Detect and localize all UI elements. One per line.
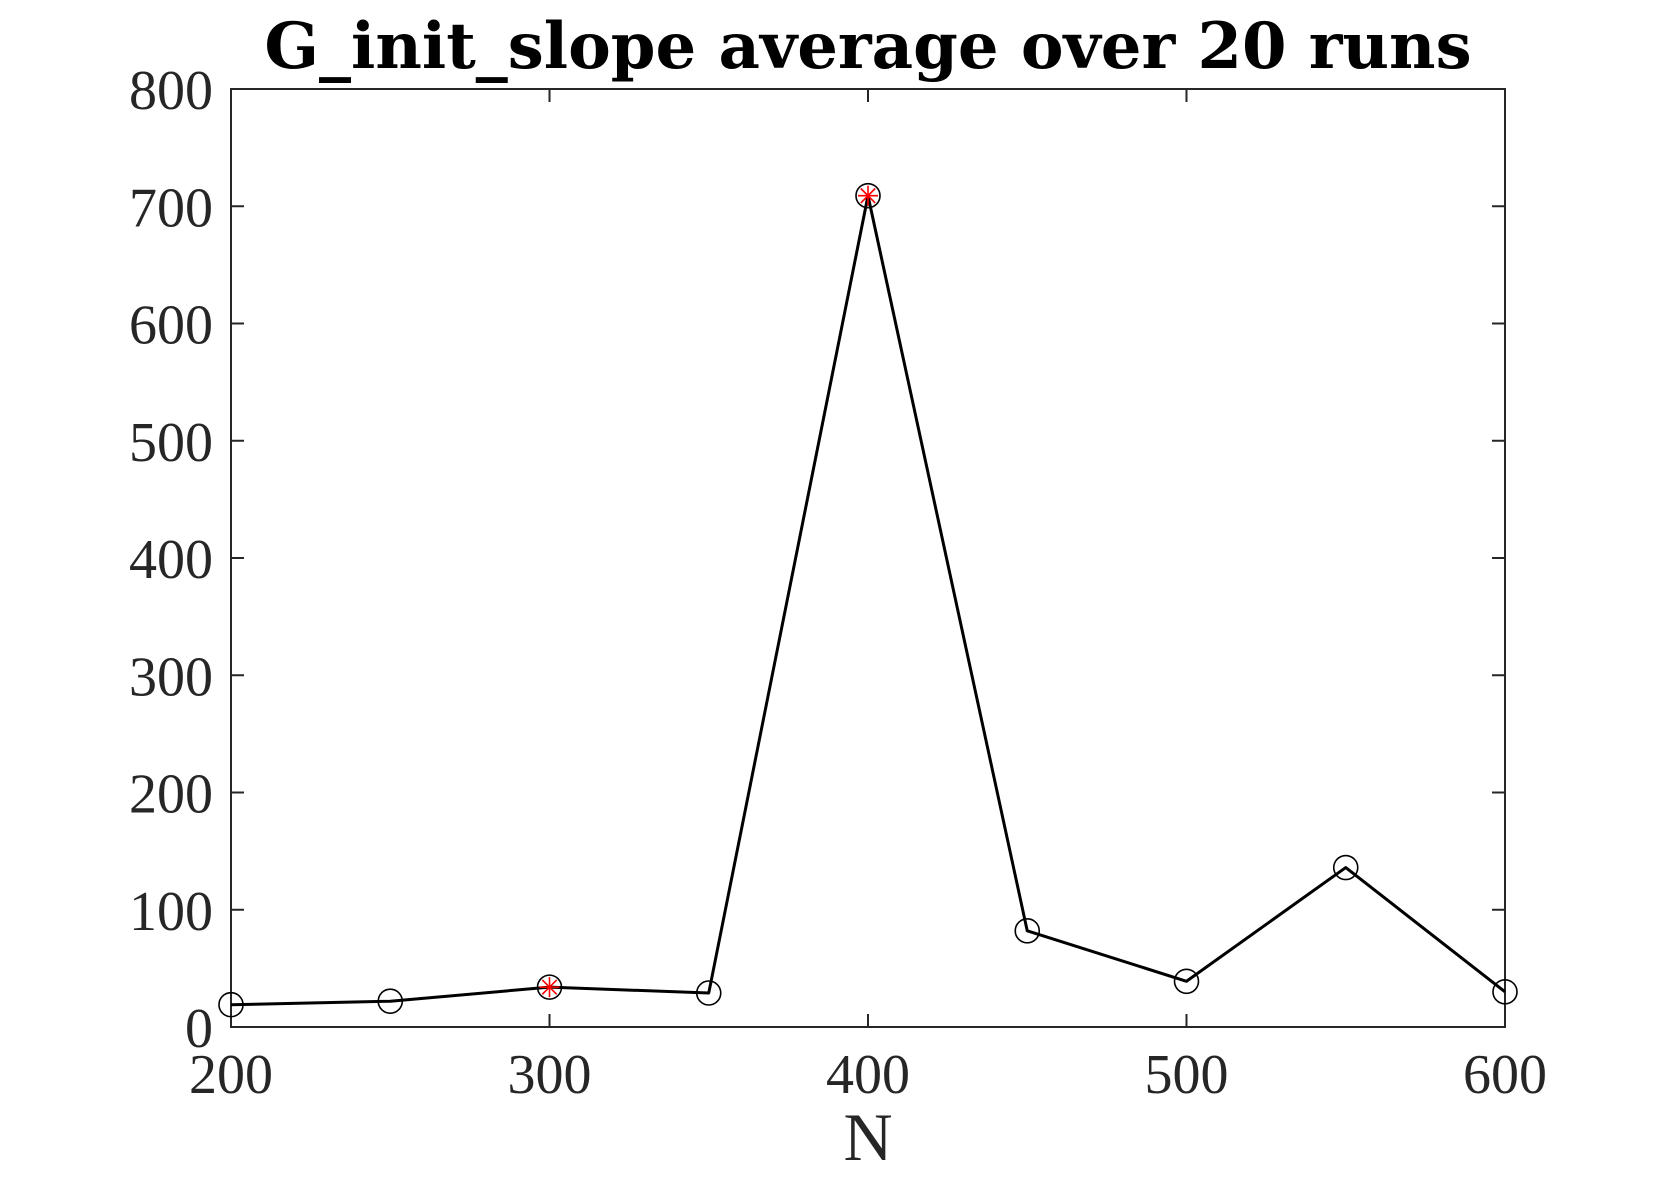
highlight-layer [539,185,878,998]
x-tick-label: 400 [826,1044,910,1106]
chart-title: G_init_slope average over 20 runs [264,9,1471,84]
x-axis-label: N [843,1099,892,1175]
y-tick-label: 300 [129,646,213,708]
axis-ticks [230,88,1506,1028]
x-tick-label: 300 [508,1044,592,1106]
data-point-marker [1332,854,1359,881]
data-point-marker [377,988,404,1015]
data-point-marker [1492,979,1518,1005]
x-tick-label: 500 [1145,1044,1229,1106]
data-point-marker [1014,918,1041,944]
data-point-marker [855,182,881,209]
y-tick-label: 400 [129,529,213,591]
y-tick-label: 500 [129,412,213,474]
data-point-marker [218,991,244,1018]
data-point-marker [536,974,563,1000]
data-point-marker [695,980,722,1006]
y-tick-label: 600 [129,295,213,357]
highlight-asterisk-marker [858,185,878,206]
x-tick-label: 200 [189,1044,273,1106]
axis-tick-labels: 200 300 400 500 600 0 100 200 300 400 500 600 700 800 [129,60,1547,1106]
data-point-marker [1173,968,1200,995]
markers-layer [218,182,1518,1018]
y-tick-label: 800 [129,60,213,122]
highlight-asterisk-marker [539,977,560,998]
x-tick-label: 600 [1463,1044,1547,1106]
y-tick-label: 100 [129,881,213,943]
plot-area-frame [230,88,1506,1028]
y-tick-label: 700 [129,177,213,239]
y-tick-label: 0 [185,998,213,1060]
y-tick-label: 200 [129,764,213,826]
